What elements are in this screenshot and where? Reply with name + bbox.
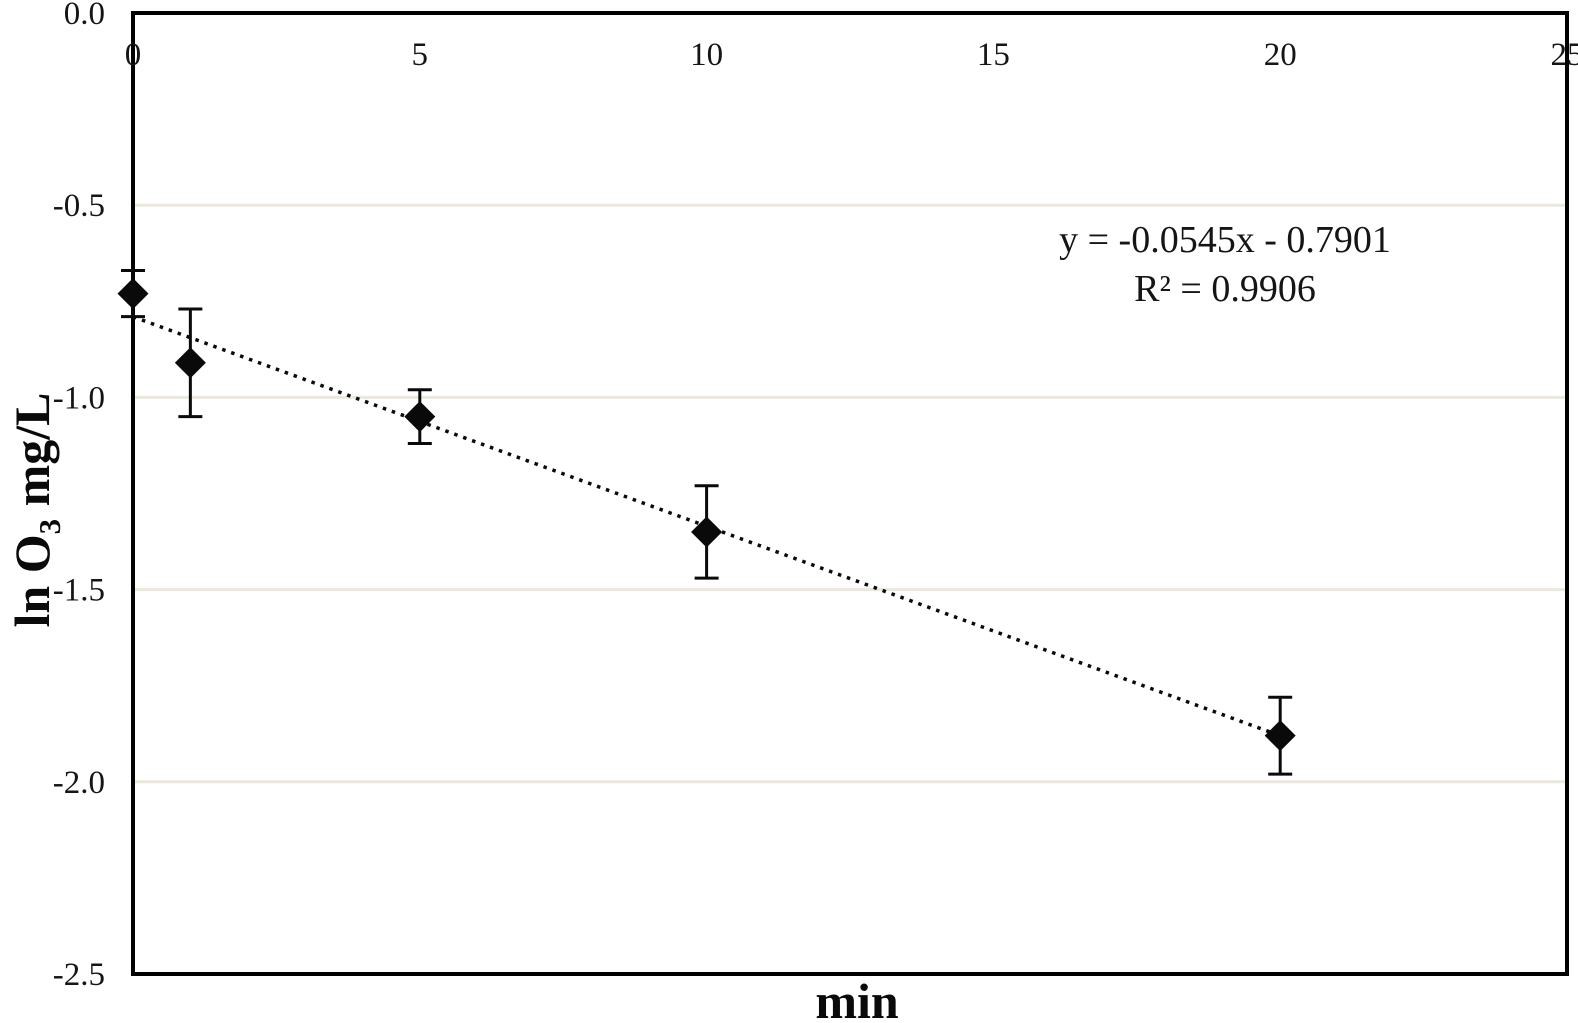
- x-tick-label: 25: [1551, 37, 1578, 73]
- y-axis-title-pre: ln O: [4, 534, 60, 628]
- x-axis-title: min: [815, 973, 899, 1023]
- x-tick-label: 15: [977, 37, 1010, 73]
- y-tick-label: -1.0: [53, 380, 105, 416]
- plot-border: [131, 11, 1569, 976]
- y-tick-label: -2.5: [53, 957, 105, 993]
- r-squared-line: R² = 0.9906: [1134, 268, 1316, 310]
- equation-line: y = -0.0545x - 0.7901: [1059, 219, 1391, 261]
- data-point-marker: [1264, 720, 1296, 752]
- x-tick-label: 0: [125, 37, 142, 73]
- trendline-equation: y = -0.0545x - 0.7901 R² = 0.9906: [995, 216, 1455, 314]
- y-axis-title-subscript: 3: [32, 518, 67, 535]
- data-point-marker: [117, 278, 149, 310]
- y-axis-title-post: mg/L: [4, 392, 60, 519]
- y-tick-label: -2.0: [53, 765, 105, 801]
- x-tick-label: 5: [412, 37, 429, 73]
- y-tick-label: 0.0: [64, 0, 105, 32]
- data-point-marker: [404, 401, 436, 433]
- y-tick-label: -0.5: [53, 188, 105, 224]
- y-tick-label: -1.5: [53, 573, 105, 609]
- x-tick-label: 10: [690, 37, 723, 73]
- data-point-marker: [174, 347, 206, 379]
- y-axis-title: ln O3 mg/L: [4, 160, 67, 860]
- data-point-marker: [691, 516, 723, 548]
- x-tick-label: 20: [1264, 37, 1297, 73]
